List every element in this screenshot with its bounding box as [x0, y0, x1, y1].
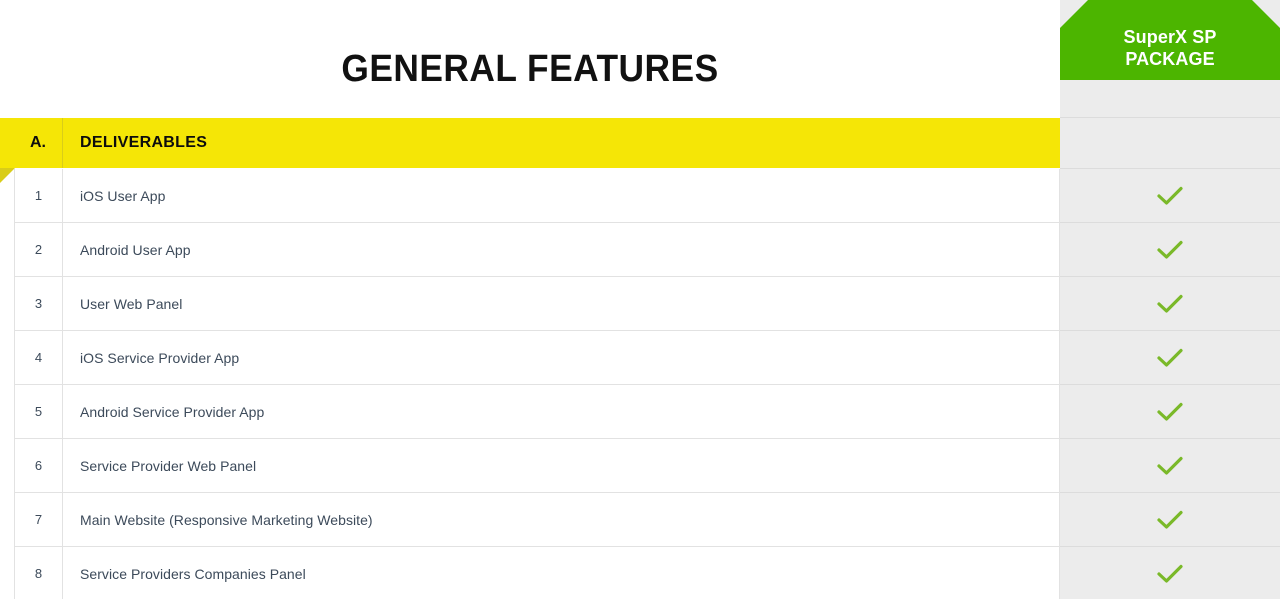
package-cell	[1060, 493, 1280, 547]
row-label: User Web Panel	[80, 295, 183, 312]
row-number: 6	[15, 439, 63, 492]
package-column-divider	[1060, 117, 1280, 118]
table-row: 4 iOS Service Provider App	[14, 331, 1060, 385]
table-row: 8 Service Providers Companies Panel	[14, 547, 1060, 599]
package-ribbon-label: SuperX SP PACKAGE	[1114, 3, 1227, 77]
row-label: Service Provider Web Panel	[80, 457, 257, 474]
table-row: 2 Android User App	[14, 223, 1060, 277]
row-number: 2	[15, 223, 63, 276]
row-number: 8	[15, 547, 63, 599]
row-number: 4	[15, 331, 63, 384]
row-label: Main Website (Responsive Marketing Websi…	[80, 511, 373, 528]
row-number: 1	[15, 169, 63, 222]
package-cell	[1060, 331, 1280, 385]
check-icon	[1157, 402, 1183, 421]
check-icon	[1157, 510, 1183, 529]
package-ribbon-banner: SuperX SP PACKAGE	[1060, 0, 1280, 80]
section-band-left-edge	[0, 118, 15, 168]
package-column-header-gap	[1060, 80, 1280, 169]
row-number: 5	[15, 385, 63, 438]
table-row: 1 iOS User App	[14, 169, 1060, 223]
check-icon	[1157, 294, 1183, 313]
check-icon	[1157, 186, 1183, 205]
row-label: Android User App	[80, 241, 191, 258]
check-icon	[1157, 456, 1183, 475]
table-row: 6 Service Provider Web Panel	[14, 439, 1060, 493]
package-cell	[1060, 169, 1280, 223]
section-band-fold-corner	[0, 168, 15, 183]
check-icon	[1157, 564, 1183, 583]
row-number: 3	[15, 277, 63, 330]
package-cells-column	[1060, 169, 1280, 599]
package-cell	[1060, 439, 1280, 493]
row-label: iOS Service Provider App	[80, 349, 240, 366]
package-cell	[1060, 223, 1280, 277]
package-cell	[1060, 385, 1280, 439]
table-row: 3 User Web Panel	[14, 277, 1060, 331]
row-label: iOS User App	[80, 187, 166, 204]
check-icon	[1157, 240, 1183, 259]
section-letter: A.	[14, 118, 63, 168]
table-row: 7 Main Website (Responsive Marketing Webs…	[14, 493, 1060, 547]
deliverables-table: 1 iOS User App 2 Android User App 3 User Web …	[14, 169, 1060, 599]
table-row: 5 Android Service Provider App	[14, 385, 1060, 439]
row-label: Service Providers Companies Panel	[80, 565, 306, 582]
section-title: DELIVERABLES	[80, 134, 208, 151]
package-cell	[1060, 277, 1280, 331]
row-label: Android Service Provider App	[80, 403, 265, 420]
package-cell	[1060, 547, 1280, 599]
page-title: GENERAL FEATURES	[341, 48, 719, 90]
package-ribbon-label-line2: PACKAGE	[1125, 49, 1215, 69]
section-header-row: A. DELIVERABLES	[14, 118, 1060, 168]
check-icon	[1157, 348, 1183, 367]
row-number: 7	[15, 493, 63, 546]
package-ribbon-label-line1: SuperX SP	[1123, 27, 1217, 48]
